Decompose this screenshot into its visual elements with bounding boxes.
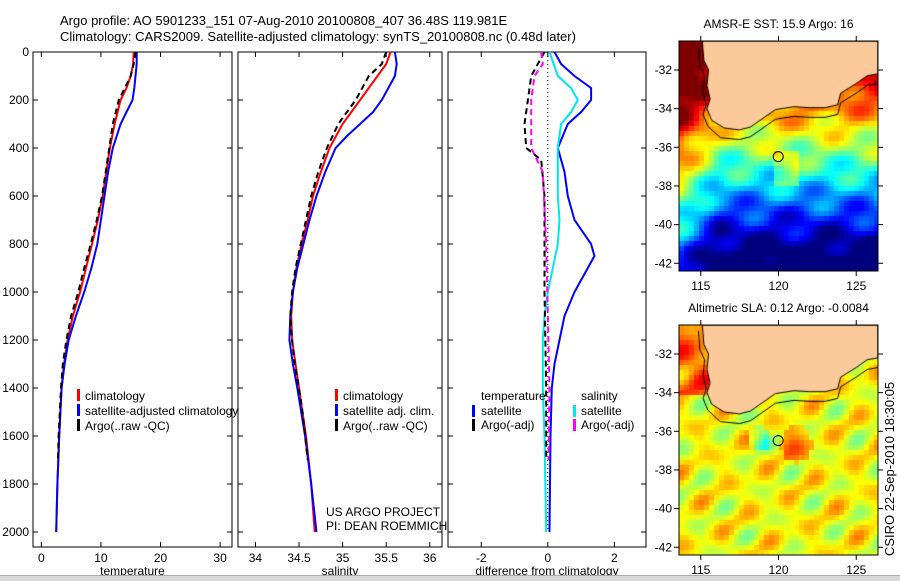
y-tick-label: -40 (655, 218, 673, 232)
map-title: Altimetric SLA: 0.12 Argo: -0.0084 (688, 301, 869, 315)
x-tick-label: 0 (38, 551, 45, 565)
legend-swatch (472, 419, 475, 431)
y-tick-label: 1000 (2, 285, 29, 299)
legend-swatch (77, 419, 80, 431)
x-tick-label: 115 (691, 563, 710, 577)
y-tick-label: 200 (9, 93, 29, 107)
x-axis-label: temperature (100, 564, 165, 578)
x-tick-label: 115 (691, 279, 710, 293)
y-tick-label: 1400 (2, 381, 29, 395)
series-line-temperature-satellite (548, 51, 596, 533)
x-tick-label: 20 (154, 551, 168, 565)
profile-panel-2: 34 34.5 35 35.5 36 salinity climatologysatelli… (237, 51, 447, 578)
legend-label: satellite (481, 404, 522, 418)
legend-swatch (472, 405, 475, 417)
map-panel-1: AMSR-E SST: 15.9 Argo: 16 115 120 125 -32 -34… (655, 17, 883, 293)
x-tick-label: 35 (336, 551, 350, 565)
legend-header-salinity: salinity (581, 389, 618, 403)
figure-title-line2: Climatology: CARS2009. Satellite-adjuste… (60, 29, 576, 44)
x-tick-label: 10 (94, 551, 108, 565)
x-tick-label: 0 (544, 551, 551, 565)
series-line-salinity-satellite (541, 51, 579, 533)
y-tick-label: -34 (655, 102, 673, 116)
series-line-satellite-adj-clim- (288, 51, 398, 533)
argo-float-marker (772, 435, 784, 447)
legend-swatch (335, 419, 338, 431)
profile-panel-1: 0 200 400 600 800 1000 1200 1400 1600 1800 2000 0 10… (2, 45, 238, 578)
sst-map (679, 41, 878, 271)
y-tick-label: -40 (655, 502, 673, 516)
series-line-argo-raw-qc- (57, 51, 137, 461)
legend-swatch (335, 389, 338, 401)
y-tick-label: -42 (655, 256, 673, 270)
figure-title-line1: Argo profile: AO 5901233_151 07-Aug-2010… (60, 13, 508, 28)
x-tick-label: 35.5 (375, 551, 399, 565)
axes-frame (237, 51, 443, 548)
x-tick-label: 125 (846, 279, 866, 293)
x-tick-label: 34 (249, 551, 263, 565)
legend-label: climatology (343, 389, 403, 403)
x-axis-label: difference from climatology (475, 564, 618, 578)
legend-label: Argo(..raw -QC) (85, 419, 170, 433)
y-tick-label: 1600 (2, 429, 29, 443)
y-tick-label: -38 (655, 463, 673, 477)
legend-swatch (335, 404, 338, 416)
y-tick-label: -34 (655, 386, 673, 400)
legend-swatch (573, 405, 576, 417)
legend-label: climatology (85, 389, 145, 403)
y-tick-label: 600 (9, 189, 29, 203)
legend-swatch (77, 389, 80, 401)
series-line-argo-raw-qc- (289, 51, 388, 461)
argo-float-marker (772, 151, 784, 163)
sla-map (679, 325, 878, 555)
x-tick-label: 125 (846, 563, 866, 577)
y-tick-label: 1200 (2, 333, 29, 347)
y-tick-label: -38 (655, 179, 673, 193)
y-tick-label: 0 (22, 45, 29, 59)
credit-text: CSIRO 22-Sep-2010 18:30:05 (882, 381, 897, 556)
project-annotation: US ARGO PROJECT (326, 505, 441, 519)
y-tick-label: -32 (655, 347, 673, 361)
legend-label: Argo(-adj) (581, 418, 634, 432)
y-tick-label: -36 (655, 424, 673, 438)
axes-frame (447, 51, 647, 548)
legend-label: satellite (581, 404, 622, 418)
map-frame (678, 40, 879, 272)
project-annotation: PI: DEAN ROEMMICH (326, 519, 447, 533)
x-axis-label: salinity (322, 564, 359, 578)
legend-label: Argo(..raw -QC) (343, 419, 428, 433)
window-bottom-bar (0, 575, 900, 581)
map-panel-2: Altimetric SLA: 0.12 Argo: -0.0084 115 120… (655, 301, 883, 577)
y-tick-label: 400 (9, 141, 29, 155)
x-tick-label: -2 (476, 551, 487, 565)
x-tick-label: 120 (768, 279, 788, 293)
y-tick-label: -42 (655, 540, 673, 554)
x-tick-label: 2 (611, 551, 618, 565)
legend-header-temperature: temperature (481, 389, 546, 403)
y-tick-label: 2000 (2, 525, 29, 539)
series-line-climatology (55, 51, 135, 533)
legend-label: satellite adj. clim. (343, 404, 434, 418)
y-tick-label: -32 (655, 63, 673, 77)
map-frame (678, 324, 879, 556)
series-line-salinity-argo-adj- (530, 51, 551, 461)
y-tick-label: 1800 (2, 477, 29, 491)
map-title: AMSR-E SST: 15.9 Argo: 16 (703, 17, 853, 31)
y-tick-label: -36 (655, 140, 673, 154)
series-line-climatology (290, 51, 392, 533)
x-tick-label: 120 (768, 563, 788, 577)
y-tick-label: 800 (9, 237, 29, 251)
legend-label: Argo(-adj) (481, 418, 534, 432)
series-line-satellite-adjusted-climatology (55, 52, 138, 533)
x-tick-label: 30 (213, 551, 227, 565)
x-tick-label: 34.5 (287, 551, 311, 565)
axes-frame (32, 51, 233, 548)
legend-label: satellite-adjusted climatology (85, 404, 238, 418)
series-line-temperature-argo-adj- (523, 51, 548, 460)
legend-swatch (573, 419, 576, 431)
x-tick-label: 36 (423, 551, 437, 565)
legend-swatch (77, 404, 80, 416)
